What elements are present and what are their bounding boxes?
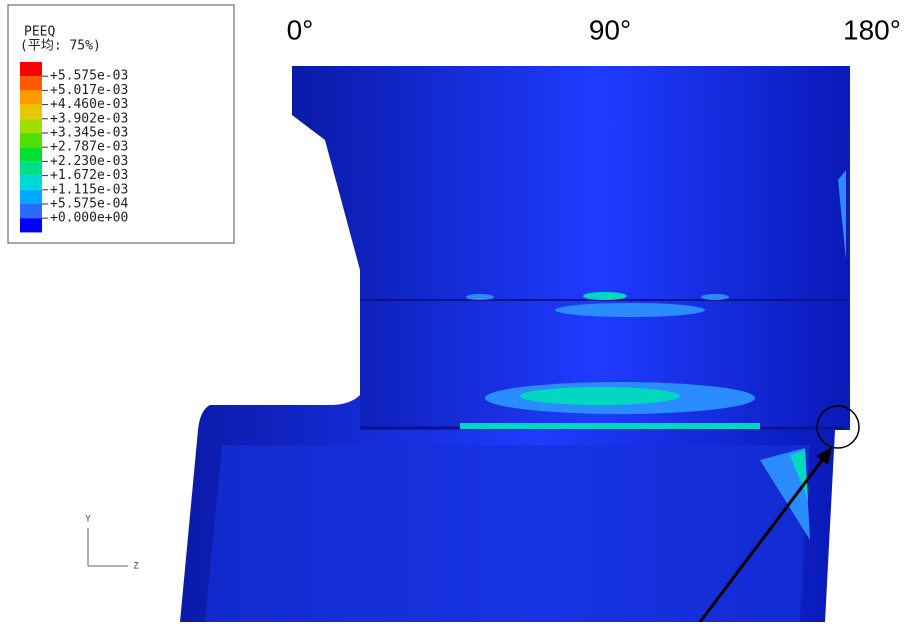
page: 0° 90° 180° Y Z PEEQ (平均: 75%) +5.575e-0… — [0, 0, 910, 626]
legend-title: PEEQ — [24, 25, 55, 40]
legend-swatch — [20, 147, 42, 161]
contour — [583, 292, 627, 300]
legend-swatch — [20, 62, 42, 76]
legend-swatch — [20, 190, 42, 204]
legend-label: +1.115e-03 — [50, 182, 128, 197]
legend-label: +3.902e-03 — [50, 111, 128, 126]
model — [180, 66, 850, 622]
legend-swatch — [20, 90, 42, 104]
legend-swatch — [20, 204, 42, 218]
legend-label: +4.460e-03 — [50, 97, 128, 112]
contour — [555, 303, 705, 317]
contour — [460, 423, 760, 429]
legend: PEEQ (平均: 75%) +5.575e-03+5.017e-03+4.46… — [8, 5, 234, 243]
legend-label: +5.575e-03 — [50, 69, 128, 84]
legend-label: +0.000e+00 — [50, 211, 128, 226]
legend-label: +2.787e-03 — [50, 140, 128, 155]
contour — [701, 294, 729, 300]
legend-label: +5.017e-03 — [50, 83, 128, 98]
legend-label: +3.345e-03 — [50, 126, 128, 141]
legend-swatch — [20, 76, 42, 90]
angle-label: 0° — [287, 14, 314, 45]
angle-label: 180° — [843, 14, 901, 45]
upper-body — [292, 66, 850, 430]
legend-swatch — [20, 105, 42, 119]
axis-label: Y — [85, 515, 91, 525]
contour — [520, 387, 680, 405]
legend-swatch — [20, 176, 42, 190]
legend-label: +2.230e-03 — [50, 154, 128, 169]
angle-label: 90° — [589, 14, 631, 45]
legend-label: +5.575e-04 — [50, 197, 128, 212]
legend-swatch — [20, 119, 42, 133]
legend-subtitle: (平均: 75%) — [20, 39, 101, 54]
screenshot: 0° 90° 180° Y Z PEEQ (平均: 75%) +5.575e-0… — [0, 0, 910, 622]
contour — [466, 294, 494, 300]
legend-label: +1.672e-03 — [50, 168, 128, 183]
axis-label: Z — [133, 562, 139, 572]
legend-swatch — [20, 161, 42, 175]
legend-swatch — [20, 133, 42, 147]
legend-swatch — [20, 218, 42, 232]
